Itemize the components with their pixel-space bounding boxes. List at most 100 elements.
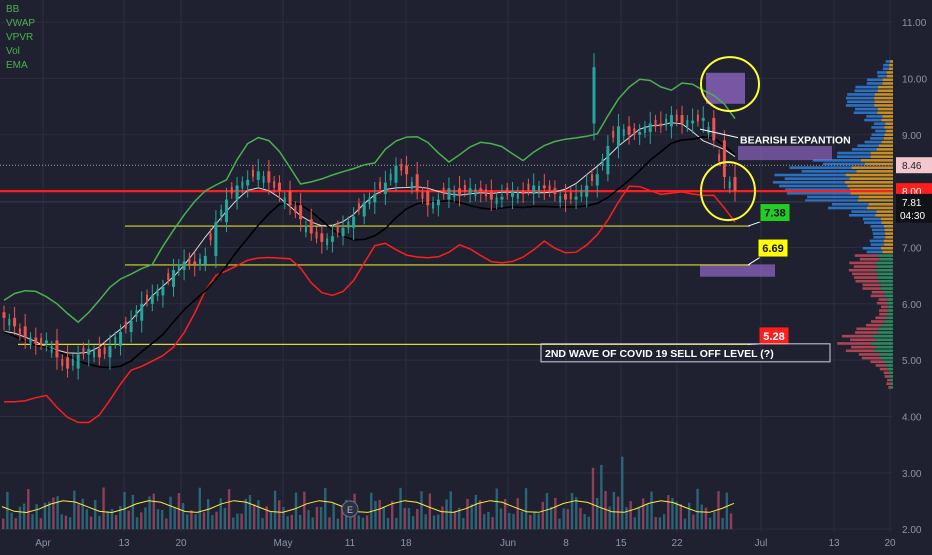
- candle-body: [358, 203, 360, 210]
- volume-bar: [232, 518, 234, 530]
- volume-bar: [65, 516, 67, 530]
- date-tick-label: 22: [671, 538, 683, 549]
- volume-bar: [533, 512, 535, 529]
- vpvr-bar: [887, 302, 893, 305]
- vpvr-bar: [887, 309, 893, 312]
- candle-body: [157, 289, 159, 296]
- vpvr-bar: [849, 269, 875, 272]
- vpvr-bar: [851, 192, 893, 195]
- vpvr-bar: [876, 262, 893, 265]
- vpvr-bar: [872, 229, 885, 232]
- volume-bar: [157, 509, 159, 529]
- candle-body: [734, 177, 737, 191]
- vpvr-bar: [873, 232, 885, 235]
- vpvr-bar: [878, 75, 887, 78]
- vpvr-bar: [871, 126, 884, 129]
- date-tick-label: 15: [615, 538, 627, 549]
- price-tick-label: 2.00: [902, 525, 922, 536]
- vpvr-bar: [884, 133, 893, 136]
- candle-body: [543, 185, 546, 188]
- volume-bar: [261, 518, 263, 529]
- candle-body: [204, 256, 207, 264]
- candle-body: [104, 347, 106, 354]
- vpvr-bar: [874, 97, 893, 100]
- volume-bar: [35, 504, 37, 529]
- legend-bb[interactable]: BB: [6, 4, 19, 15]
- vpvr-bar: [847, 100, 875, 103]
- legend-vwap[interactable]: VWAP: [6, 18, 35, 29]
- vpvr-bar: [851, 346, 876, 349]
- vpvr-bar: [877, 302, 887, 305]
- volume-bar: [90, 517, 92, 530]
- candle-body: [140, 304, 143, 321]
- vpvr-bar: [875, 93, 893, 96]
- vpvr-bar: [877, 111, 893, 114]
- candle-body: [496, 197, 498, 204]
- vpvr-bar: [884, 360, 893, 363]
- vpvr-bar: [847, 185, 893, 188]
- earnings-marker-label: E: [347, 505, 353, 515]
- candle-body: [13, 318, 16, 326]
- volume-bar: [650, 492, 652, 530]
- vpvr-bar: [779, 185, 847, 188]
- candle-body: [527, 184, 529, 191]
- vpvr-bar: [884, 225, 893, 228]
- candle-body: [45, 340, 48, 343]
- date-tick-label: Jul: [755, 538, 768, 549]
- vpvr-bar: [870, 360, 884, 363]
- candle-body: [225, 200, 228, 223]
- vpvr-bar: [863, 218, 881, 221]
- volume-bar: [579, 508, 581, 529]
- candle-body: [108, 346, 111, 357]
- volume-bar: [257, 500, 259, 529]
- candle-body: [236, 185, 239, 199]
- candle-body: [500, 197, 503, 200]
- volume-bar: [190, 510, 192, 529]
- candle-body: [490, 191, 493, 199]
- vpvr-bar: [871, 342, 893, 345]
- volume-bar: [178, 493, 180, 529]
- vpvr-bar: [878, 254, 893, 257]
- candle-body: [61, 359, 63, 366]
- candle-body: [426, 191, 429, 205]
- date-tick-label: 8: [563, 538, 569, 549]
- volume-bar: [688, 503, 690, 529]
- volume-bar: [366, 515, 368, 529]
- candle-body: [278, 183, 281, 191]
- vpvr-bar: [882, 119, 893, 122]
- price-tick-label: 5.00: [902, 356, 922, 367]
- volume-bar: [186, 514, 188, 529]
- volume-bar: [77, 504, 79, 529]
- candle-body: [522, 191, 525, 194]
- candle-body: [638, 132, 641, 135]
- volume-bar: [40, 518, 42, 529]
- candle-body: [252, 170, 254, 177]
- vpvr-bar: [855, 108, 878, 111]
- candle-body: [125, 322, 127, 329]
- vpvr-bar: [864, 119, 881, 122]
- vpvr-bar: [856, 328, 878, 331]
- vpvr-bar: [883, 64, 889, 67]
- vpvr-bar: [889, 67, 893, 70]
- vpvr-bar: [875, 317, 886, 320]
- volume-bar: [374, 501, 376, 529]
- candle-body: [718, 154, 720, 161]
- vpvr-bar: [867, 78, 883, 81]
- candle-body: [644, 126, 646, 133]
- vpvr-bar: [886, 60, 890, 63]
- vpvr-bar: [873, 335, 893, 338]
- candle-body: [474, 189, 476, 196]
- legend-vol[interactable]: Vol: [6, 46, 20, 57]
- vpvr-bar: [878, 328, 893, 331]
- vpvr-bar: [851, 210, 876, 213]
- candle-body: [188, 258, 190, 265]
- volume-bar: [194, 514, 196, 529]
- volume-bar: [161, 510, 163, 529]
- legend-vpvr[interactable]: VPVR: [6, 32, 33, 43]
- volume-bar: [730, 513, 732, 529]
- volume-bar: [140, 512, 142, 529]
- volume-bar: [278, 500, 280, 529]
- legend-ema[interactable]: EMA: [6, 60, 28, 71]
